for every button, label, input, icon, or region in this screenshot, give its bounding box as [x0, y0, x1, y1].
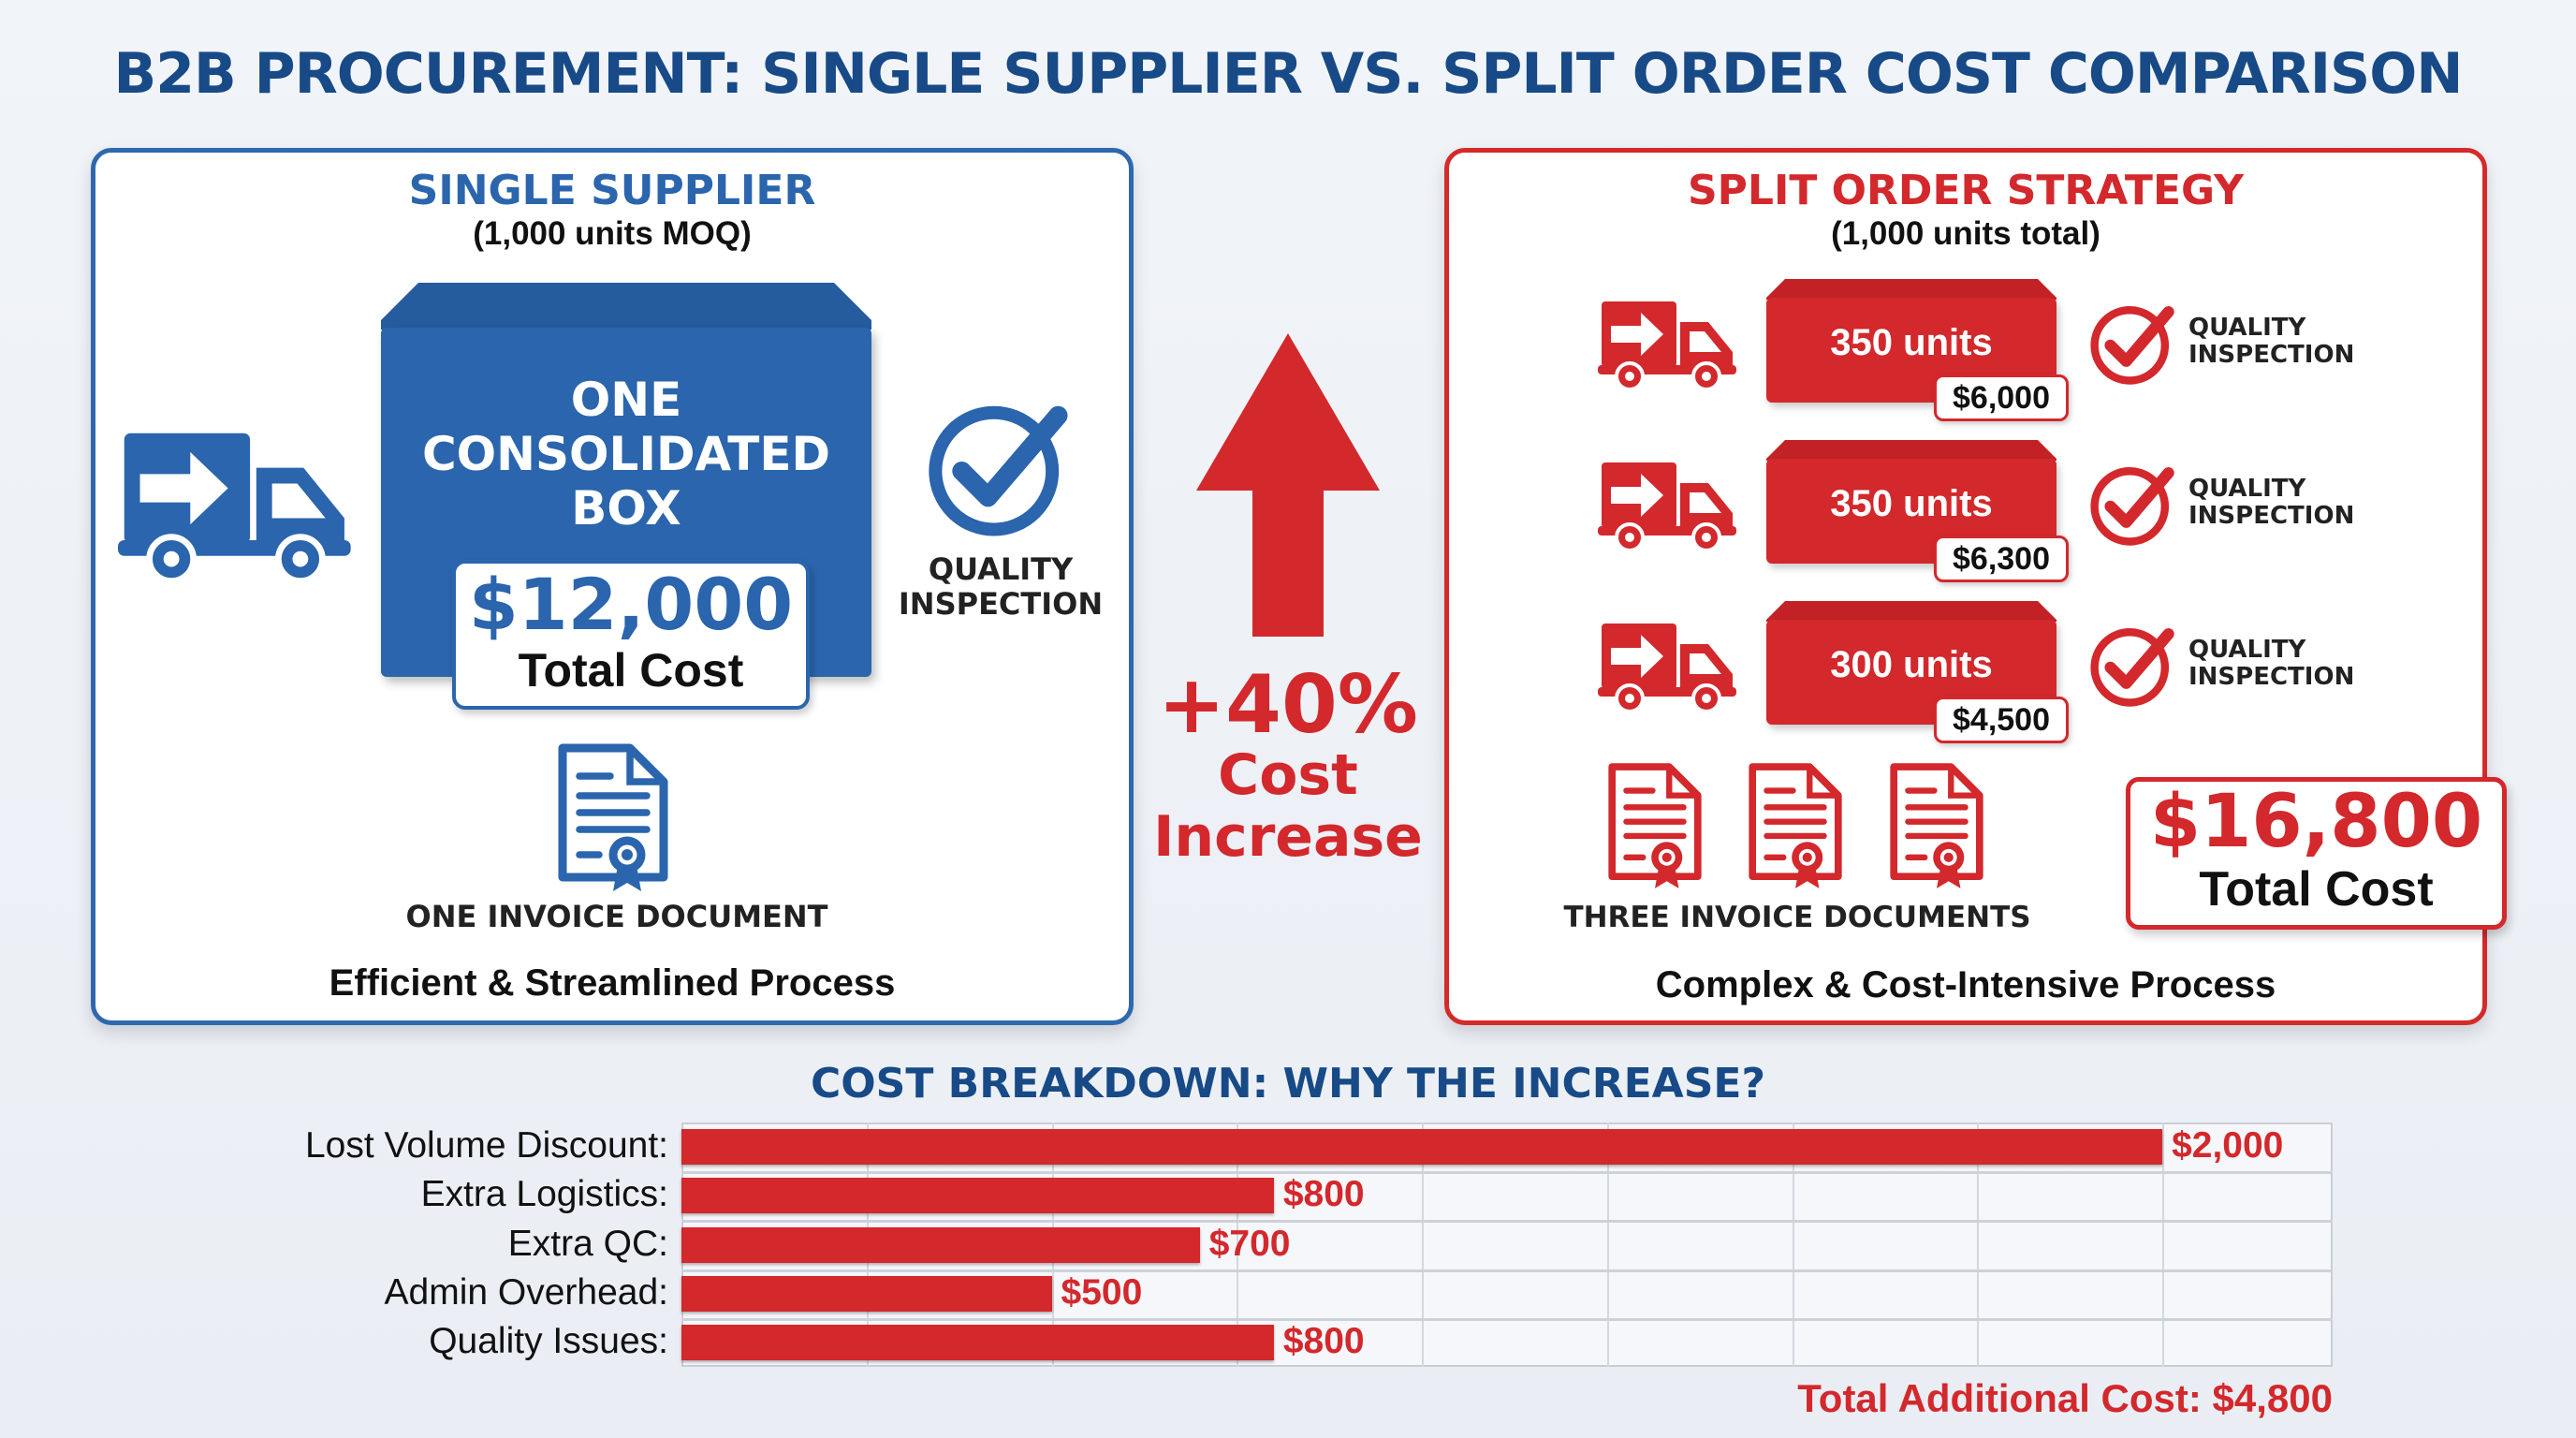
bar-label: Lost Volume Discount:	[304, 1125, 668, 1167]
invoice-documents	[1603, 762, 1989, 898]
box-lid	[381, 283, 871, 330]
grid-line-vertical	[1792, 1123, 1794, 1367]
single-total-card: $12,000 Total Cost	[452, 560, 810, 710]
box-lid	[1766, 279, 2056, 300]
single-quality-label: QUALITY INSPECTION	[888, 552, 1113, 622]
chart-title: COST BREAKDOWN: WHY THE INCREASE?	[810, 1060, 1766, 1108]
quality-line: QUALITY	[928, 551, 1074, 587]
bar-value-label: $800	[1282, 1174, 1365, 1215]
bar-label: Quality Issues:	[429, 1320, 668, 1361]
bar-label: Extra QC:	[507, 1223, 668, 1264]
order-units: 300 units	[1830, 644, 1993, 685]
grid-line-horizontal	[681, 1171, 2333, 1175]
cost-increase-label: Cost Increase	[1148, 744, 1428, 868]
bar-value-label: $800	[1282, 1320, 1365, 1361]
box-lid	[1766, 440, 2056, 461]
truck-icon	[1597, 298, 1739, 391]
check-circle-icon	[2089, 461, 2177, 549]
quality-line: INSPECTION	[2188, 663, 2355, 691]
quality-line: QUALITY	[2188, 475, 2306, 503]
grid-line-horizontal	[681, 1317, 2333, 1321]
split-order-subtitle: (1,000 units total)	[1831, 215, 2100, 252]
bar-value-label: $2,000	[2172, 1125, 2284, 1167]
order-price: $6,300	[1934, 536, 2069, 582]
order-quality-label: QUALITY INSPECTION	[2188, 637, 2354, 691]
truck-icon	[118, 427, 354, 584]
invoice-document-icon	[1603, 762, 1707, 893]
single-footer: Efficient & Streamlined Process	[329, 962, 896, 1004]
bar-value-label: $500	[1061, 1271, 1143, 1313]
split-total-card: $16,800 Total Cost	[2126, 777, 2507, 930]
check-circle-icon	[927, 395, 1073, 541]
increase-line: Increase	[1153, 804, 1423, 870]
invoice-document-icon	[1743, 762, 1848, 893]
box-line: CONSOLIDATED	[421, 427, 831, 481]
order-quality-label: QUALITY INSPECTION	[2188, 476, 2354, 530]
split-footer: Complex & Cost-Intensive Process	[1655, 964, 2276, 1005]
order-units: 350 units	[1830, 483, 1993, 524]
bar	[681, 1178, 1274, 1214]
box-line: ONE	[570, 373, 682, 427]
bar	[681, 1275, 1052, 1312]
bar-label: Extra Logistics:	[420, 1174, 668, 1215]
order-units: 350 units	[1830, 322, 1993, 363]
single-total-label: Total Cost	[518, 644, 744, 697]
quality-line: INSPECTION	[2188, 341, 2355, 369]
bar	[681, 1226, 1200, 1263]
order-price: $4,500	[1934, 697, 2069, 743]
truck-icon	[1597, 620, 1739, 713]
page-title: B2B PROCUREMENT: SINGLE SUPPLIER VS. SPL…	[113, 41, 2464, 107]
split-total-price: $16,800	[2149, 780, 2483, 864]
grid-line-vertical	[1977, 1123, 1980, 1367]
single-supplier-title: SINGLE SUPPLIER	[408, 167, 816, 214]
quality-line: QUALITY	[2188, 636, 2306, 664]
percent-increase: +40%	[1158, 658, 1418, 752]
invoice-document-icon	[1884, 762, 1989, 893]
split-invoice-label: THREE INVOICE DOCUMENTS	[1563, 901, 2031, 934]
grid-line-horizontal	[681, 1220, 2333, 1224]
invoice-document-icon	[552, 742, 674, 897]
check-circle-icon	[2089, 300, 2177, 388]
quality-line: INSPECTION	[2188, 502, 2355, 530]
check-circle-icon	[2089, 622, 2177, 710]
grid-line-vertical	[2162, 1123, 2165, 1367]
bar-label: Admin Overhead:	[384, 1271, 669, 1313]
single-supplier-subtitle: (1,000 units MOQ)	[473, 215, 752, 252]
split-total-label: Total Cost	[2199, 862, 2434, 917]
order-quality-label: QUALITY INSPECTION	[2188, 315, 2354, 369]
single-invoice-label: ONE INVOICE DOCUMENT	[405, 899, 828, 934]
box-lid	[1766, 601, 2056, 622]
cost-line: Cost	[1218, 742, 1358, 808]
arrow-up-icon	[1196, 333, 1380, 637]
bar-value-label: $700	[1208, 1223, 1291, 1264]
quality-line: INSPECTION	[898, 586, 1104, 622]
grid-line-vertical	[1606, 1123, 1609, 1367]
grid-line-vertical	[1422, 1123, 1425, 1367]
single-total-price: $12,000	[468, 563, 794, 646]
box-line: BOX	[571, 481, 681, 536]
box-label: ONE CONSOLIDATED BOX	[381, 373, 871, 536]
grid-line-horizontal	[681, 1269, 2333, 1272]
order-price: $6,000	[1934, 374, 2069, 421]
quality-line: QUALITY	[2188, 314, 2306, 342]
bar	[681, 1129, 2163, 1166]
total-additional-cost: Total Additional Cost: $4,800	[1797, 1376, 2333, 1420]
truck-icon	[1597, 459, 1739, 552]
grid-line-vertical	[1237, 1123, 1239, 1367]
bar	[681, 1324, 1274, 1360]
split-order-title: SPLIT ORDER STRATEGY	[1687, 167, 2245, 214]
